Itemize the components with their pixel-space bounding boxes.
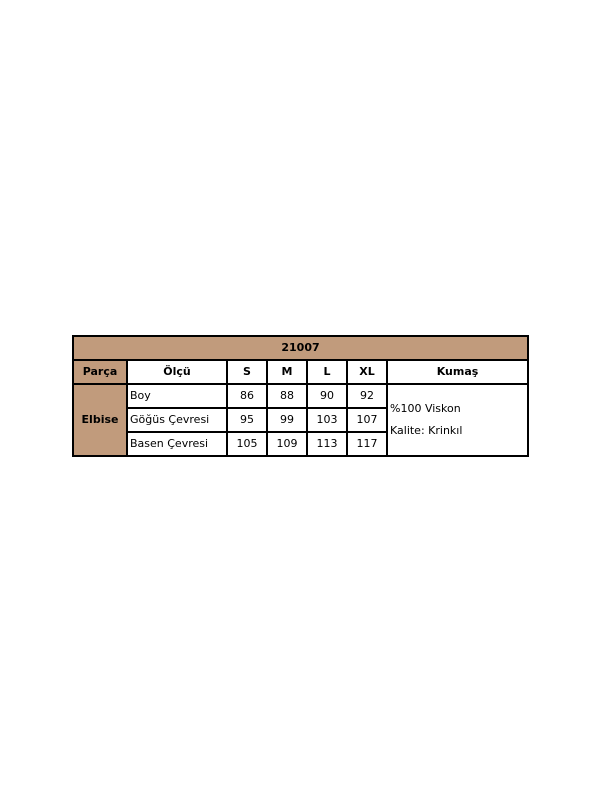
fabric-line1: %100 Viskon: [390, 402, 461, 415]
row-label: Boy: [126, 383, 228, 409]
header-xl: XL: [346, 359, 388, 385]
size-table: 21007 Parça Ölçü S M L XL Kumaş Elbise B…: [72, 335, 529, 457]
cell: 90: [306, 383, 348, 409]
cell: 103: [306, 407, 348, 433]
cell: 86: [226, 383, 268, 409]
header-measure: Ölçü: [126, 359, 228, 385]
header-row: Parça Ölçü S M L XL Kumaş: [72, 359, 529, 385]
header-l: L: [306, 359, 348, 385]
table-row: Elbise Boy 86 88 90 92 %100 Viskon Kalit…: [72, 383, 529, 457]
row-label: Göğüs Çevresi: [126, 407, 228, 433]
table-row: Göğüs Çevresi 95 99 103 107: [73, 407, 528, 433]
cell: 113: [306, 431, 348, 457]
cell: 107: [346, 407, 388, 433]
part-cell: Elbise: [72, 383, 128, 457]
header-fabric: Kumaş: [386, 359, 529, 385]
cell: 95: [226, 407, 268, 433]
header-s: S: [226, 359, 268, 385]
table-title: 21007: [72, 335, 529, 361]
header-part: Parça: [72, 359, 128, 385]
header-m: M: [266, 359, 308, 385]
cell: 105: [226, 431, 268, 457]
cell: 109: [266, 431, 308, 457]
row-label: Basen Çevresi: [126, 431, 228, 457]
cell: 92: [346, 383, 388, 409]
fabric-line2: Kalite: Krinkıl: [390, 424, 463, 437]
cell: 88: [266, 383, 308, 409]
table-row: Basen Çevresi 105 109 113 117: [73, 431, 528, 457]
cell: 117: [346, 431, 388, 457]
cell: 99: [266, 407, 308, 433]
fabric-cell: %100 Viskon Kalite: Krinkıl: [386, 383, 529, 457]
